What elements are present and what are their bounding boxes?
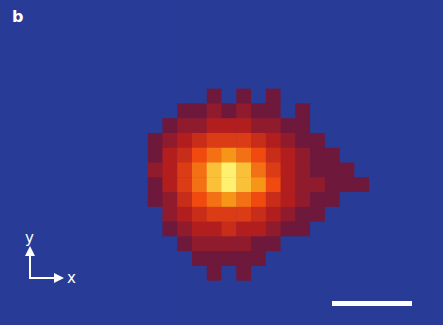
svg-text:x: x [67,269,76,287]
svg-text:b: b [12,7,23,26]
svg-text:y: y [25,229,34,247]
